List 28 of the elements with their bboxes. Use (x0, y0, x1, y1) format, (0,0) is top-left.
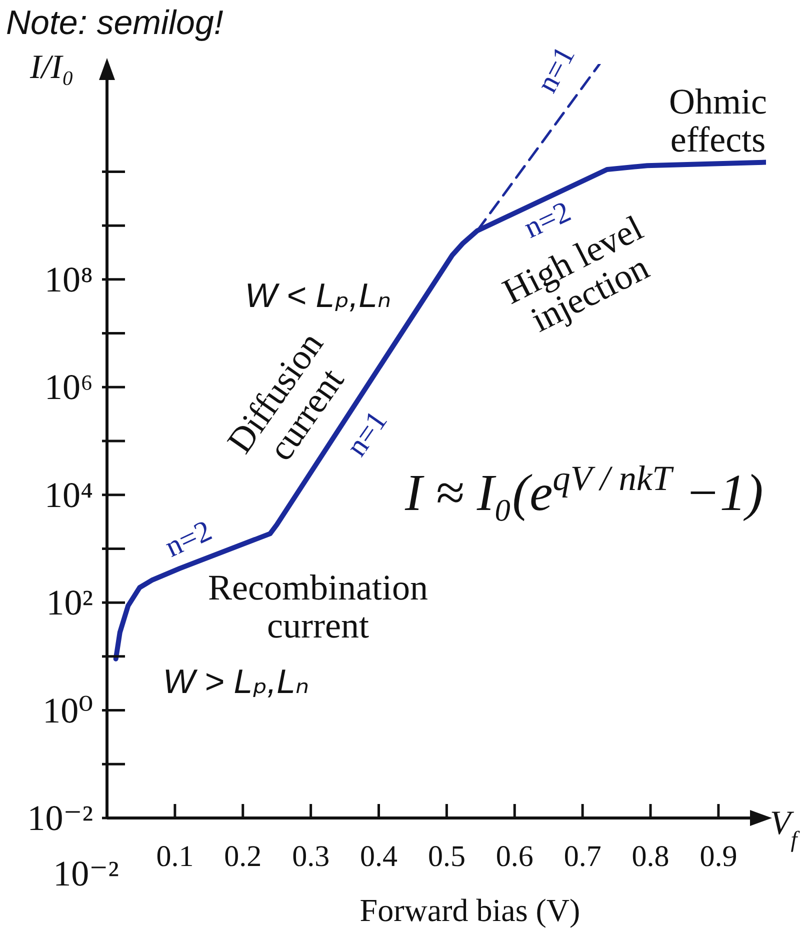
annotation: n=1 (530, 41, 582, 98)
y-axis-title: I/I₀ (29, 49, 74, 86)
x-tick-label: 0.5 (428, 840, 466, 873)
text: V$_{f}$ (770, 804, 801, 853)
x-tick-label: 0.3 (292, 840, 330, 873)
annotation: n=1 (340, 404, 394, 462)
annotation: I ≈ I₀(e$^{qV / nkT}$ −1) (404, 458, 764, 522)
y-tick-label: 10⁰ (42, 690, 93, 730)
annotation: n=2 (519, 195, 576, 245)
x-tick-label: 0.8 (632, 840, 670, 873)
y-tick-label: 10⁸ (44, 259, 93, 300)
annotation: W < Lₚ,Lₙ (244, 276, 392, 315)
x-tick-label: 0.1 (156, 840, 194, 873)
x-tick-label: 0.7 (564, 840, 602, 873)
text: Note: semilog! (6, 4, 224, 42)
x-axis-title: Forward bias (V) (360, 892, 580, 928)
x-tick-label: 0.4 (360, 840, 398, 873)
y-tick-label: 10² (46, 582, 93, 623)
y-tick-label: 10⁻² (27, 798, 93, 838)
annotation: n=2 (160, 514, 217, 564)
annotation: Ohmic effects (669, 82, 767, 160)
y-tick-label: 10⁶ (44, 367, 93, 408)
x-tick-label: 0.9 (700, 840, 738, 873)
annotation: Recombination current (208, 568, 428, 646)
x-tick-label: 0.6 (496, 840, 534, 873)
y-tick-label: 10⁴ (44, 474, 93, 515)
annotation: W > Lₚ,Lₙ (162, 662, 310, 701)
x-tick-label: 0.2 (224, 840, 262, 873)
